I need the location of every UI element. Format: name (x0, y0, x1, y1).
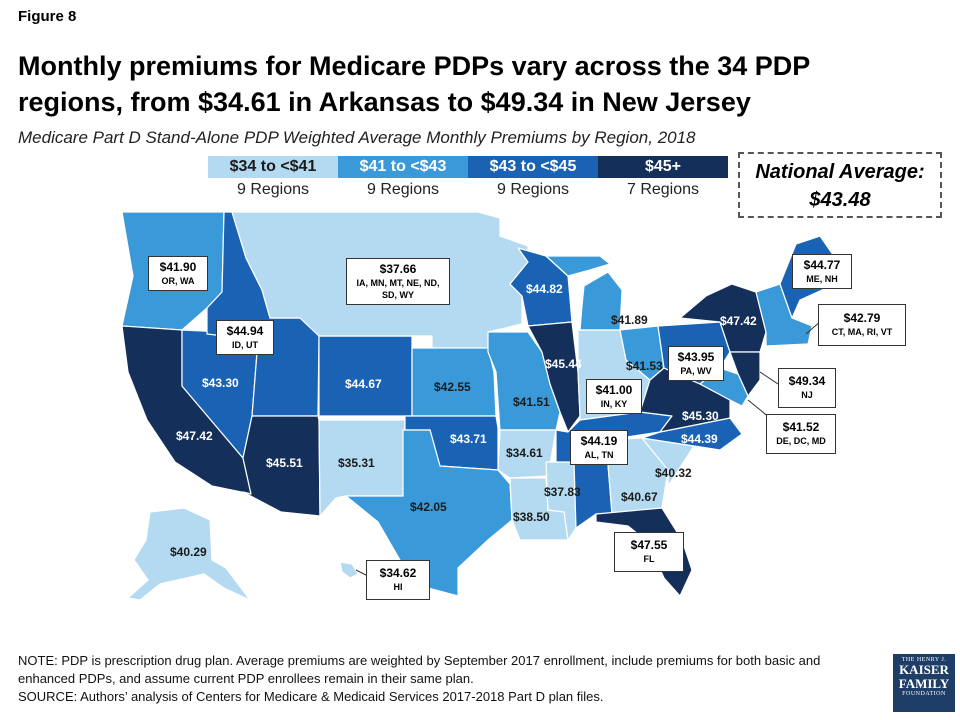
callout-me-nh: $44.77 ME, NH (792, 254, 852, 289)
label-ok: $43.71 (450, 432, 487, 446)
callout-de-dc-md: $41.52 DE, DC, MD (766, 414, 836, 454)
region-ak (127, 507, 251, 601)
label-az: $45.51 (266, 456, 303, 470)
label-ar: $34.61 (506, 446, 543, 460)
callout-pa-wv: $43.95 PA, WV (668, 346, 724, 381)
callout-value: $44.19 (580, 434, 618, 448)
callout-value: $41.00 (595, 383, 633, 397)
logo-line-4: FOUNDATION (902, 691, 946, 697)
callout-value: $44.77 (803, 258, 841, 272)
region-co (318, 335, 413, 417)
note-text: NOTE: PDP is prescription drug plan. Ave… (18, 653, 821, 686)
legend-swatch-4: $45+ (598, 156, 728, 178)
callout-in-ky: $41.00 IN, KY (586, 379, 642, 414)
source-text: SOURCE: Authors’ analysis of Centers for… (18, 689, 604, 704)
footnote: NOTE: PDP is prescription drug plan. Ave… (18, 652, 878, 706)
region-mi-up (545, 255, 611, 277)
callout-regions: CT, MA, RI, VT (831, 327, 893, 337)
legend-count-4: 7 Regions (626, 181, 700, 198)
callout-north-plains: $37.66 IA, MN, MT, NE, ND, SD, WY (346, 258, 450, 305)
callout-value: $49.34 (788, 374, 826, 388)
legend-swatch-1: $34 to <$41 (208, 156, 338, 178)
headline: Monthly premiums for Medicare PDPs vary … (18, 51, 810, 117)
legend-count-2: 9 Regions (366, 181, 440, 198)
callout-regions: PA, WV (680, 366, 712, 376)
label-wi: $44.82 (526, 282, 563, 296)
region-ar (497, 429, 557, 479)
callout-regions: IA, MN, MT, NE, ND, SD, WY (356, 278, 440, 300)
callout-value: $41.90 (159, 260, 197, 274)
callout-regions: ID, UT (232, 340, 258, 350)
callout-value: $47.55 (630, 538, 668, 552)
label-ga: $40.67 (621, 490, 658, 504)
logo-line-2: KAISER (899, 662, 949, 677)
national-average-label: National Average: (755, 161, 925, 183)
callout-value: $42.79 (843, 311, 881, 325)
region-nj (729, 351, 761, 397)
label-oh: $41.53 (626, 359, 663, 373)
label-ks: $42.55 (434, 380, 471, 394)
legend-count-1: 9 Regions (236, 181, 310, 198)
label-ms: $37.83 (544, 485, 581, 499)
legend-swatch-2: $41 to <$43 (338, 156, 468, 178)
label-va: $45.30 (682, 409, 719, 423)
callout-regions: IN, KY (600, 399, 628, 409)
callout-new-england: $42.79 CT, MA, RI, VT (818, 304, 906, 346)
label-co: $44.67 (345, 377, 382, 391)
label-ny: $47.42 (720, 314, 757, 328)
callout-hi: $34.62 HI (366, 560, 430, 600)
label-nc: $44.39 (681, 432, 718, 446)
region-ks (411, 347, 497, 417)
region-mo (487, 331, 561, 431)
logo-line-3: FAMILY (898, 676, 950, 691)
label-sc: $40.32 (655, 466, 692, 480)
region-fl (595, 507, 693, 597)
figure-label: Figure 8 (18, 8, 77, 25)
callout-regions: HI (393, 582, 403, 592)
subtitle: Medicare Part D Stand-Alone PDP Weighted… (18, 128, 696, 147)
label-ca: $47.42 (176, 429, 213, 443)
callout-al-tn: $44.19 AL, TN (570, 430, 628, 465)
callout-value: $34.62 (379, 566, 417, 580)
callout-value: $41.52 (782, 420, 820, 434)
kff-logo: THE HENRY J. KAISER FAMILY FOUNDATION (893, 654, 955, 712)
label-mo: $41.51 (513, 395, 550, 409)
region-hi (339, 561, 359, 579)
region-az (242, 415, 321, 517)
label-il: $45.44 (545, 357, 582, 371)
callout-or-wa: $41.90 OR, WA (148, 256, 208, 291)
callout-regions: ME, NH (806, 274, 838, 284)
label-nv: $43.30 (202, 376, 239, 390)
label-ak: $40.29 (170, 545, 207, 559)
callout-value: $37.66 (379, 262, 417, 276)
callout-regions: DE, DC, MD (776, 436, 826, 446)
national-average-box: National Average: $43.48 (738, 152, 942, 218)
region-tx (345, 429, 513, 597)
callout-value: $43.95 (677, 350, 715, 364)
national-average-value: $43.48 (809, 189, 871, 211)
label-mi: $41.89 (611, 313, 648, 327)
callout-id-ut: $44.94 ID, UT (216, 320, 274, 355)
callout-regions: AL, TN (584, 450, 614, 460)
label-tx: $42.05 (410, 500, 447, 514)
label-nm: $35.31 (338, 456, 375, 470)
callout-nj: $49.34 NJ (778, 368, 836, 408)
callout-regions: FL (643, 554, 655, 564)
callout-fl: $47.55 FL (614, 532, 684, 572)
legend-swatch-3: $43 to <$45 (468, 156, 598, 178)
legend-count-3: 9 Regions (496, 181, 570, 198)
label-la: $38.50 (513, 510, 550, 524)
callout-regions: NJ (801, 390, 813, 400)
callout-regions: OR, WA (161, 276, 195, 286)
logo-line-1: THE HENRY J. (901, 657, 947, 663)
callout-value: $44.94 (226, 324, 264, 338)
